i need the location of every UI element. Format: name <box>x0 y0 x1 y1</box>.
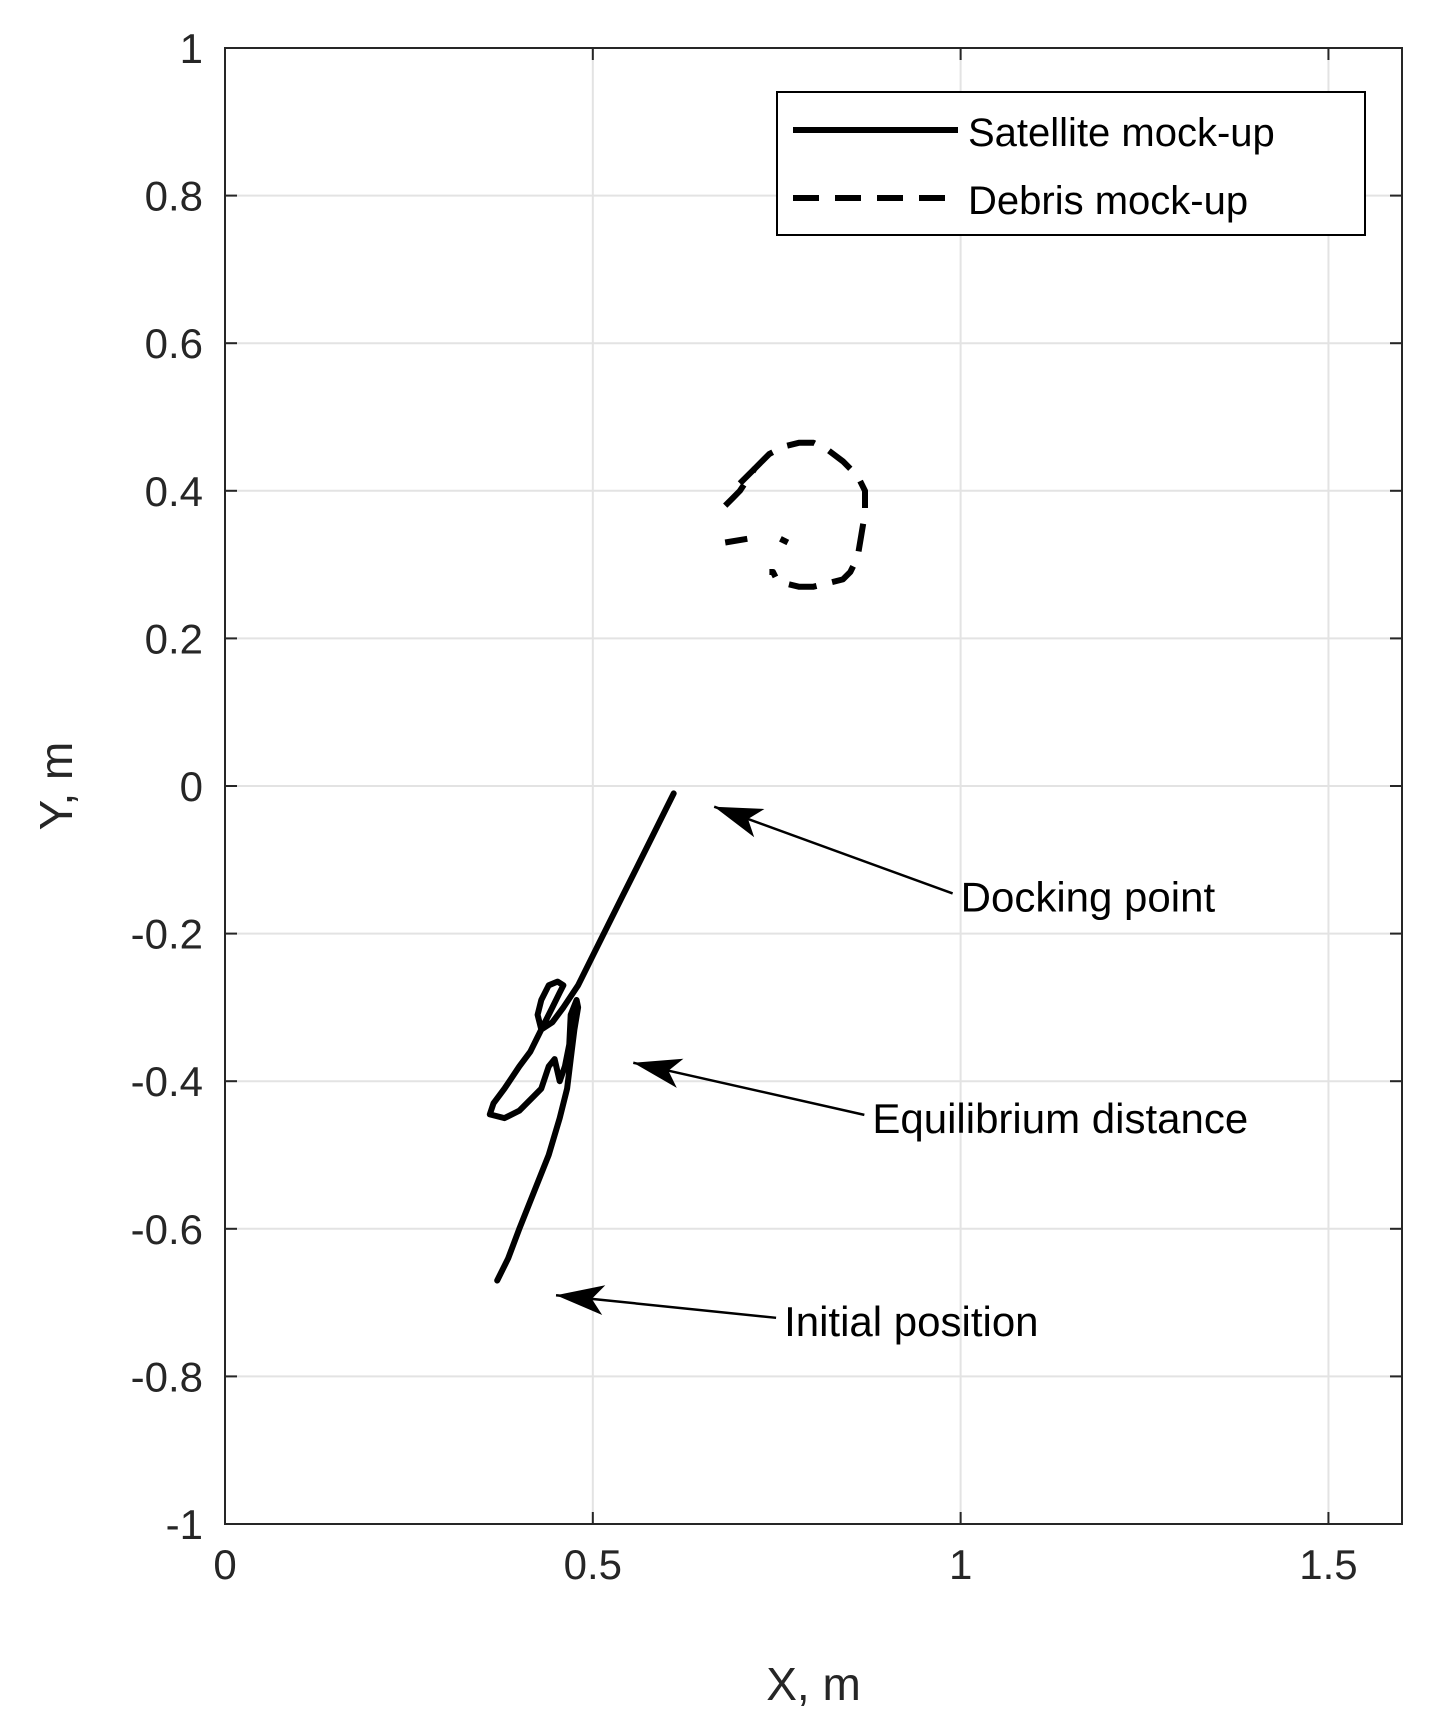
legend: Satellite mock-up Debris mock-up <box>776 91 1366 236</box>
annotation-arrowhead-0 <box>714 806 765 838</box>
y-tick-label-4: -0.2 <box>131 911 203 958</box>
series-line-debris <box>723 439 868 590</box>
tick-labels: 0 0.5 1 1.5 -1 -0.8 -0.6 -0.4 -0.2 0 0.2 0.4 0.6 0.8 1 <box>131 25 1358 1588</box>
y-tick-label-0: -1 <box>166 1501 203 1548</box>
debris-fragment-2 <box>737 466 757 486</box>
legend-label-satellite: Satellite mock-up <box>968 111 1275 155</box>
y-tick-label-8: 0.6 <box>145 320 203 367</box>
annotation-label-0: Docking point <box>961 873 1216 920</box>
x-tick-label-2: 1 <box>949 1541 972 1588</box>
y-tick-label-1: -0.8 <box>131 1353 203 1400</box>
y-axis-label: Y, m <box>30 742 82 831</box>
legend-label-debris: Debris mock-up <box>968 179 1248 223</box>
annotation-arrow-line-1 <box>632 1061 865 1117</box>
annotation-arrowhead-2 <box>556 1285 606 1315</box>
x-tick-label-0: 0 <box>213 1541 236 1588</box>
y-tick-label-3: -0.4 <box>131 1058 203 1105</box>
y-tick-label-6: 0.2 <box>145 615 203 662</box>
debris-fragment-0 <box>724 535 748 546</box>
annotation-arrow-line-2 <box>555 1293 777 1320</box>
annotation-label-1: Equilibrium distance <box>872 1095 1248 1142</box>
x-axis-label: X, m <box>766 1658 861 1710</box>
y-tick-label-10: 1 <box>180 25 203 72</box>
legend-box <box>776 91 1366 236</box>
y-tick-label-2: -0.6 <box>131 1206 203 1253</box>
annotations: Docking point Equilibrium distance Initial… <box>555 805 1248 1345</box>
y-tick-label-7: 0.4 <box>145 468 203 515</box>
y-tick-label-9: 0.8 <box>145 173 203 220</box>
axes <box>224 47 1403 1525</box>
annotation-arrowhead-1 <box>633 1058 684 1088</box>
x-tick-label-3: 1.5 <box>1299 1541 1357 1588</box>
y-tick-label-5: 0 <box>180 763 203 810</box>
debris-fragment-1 <box>779 536 790 546</box>
annotation-label-2: Initial position <box>784 1298 1038 1345</box>
x-tick-label-1: 0.5 <box>564 1541 622 1588</box>
annotation-arrow-line-0 <box>713 805 954 895</box>
series-layer <box>486 439 868 1284</box>
series-line-satellite <box>486 790 677 1284</box>
